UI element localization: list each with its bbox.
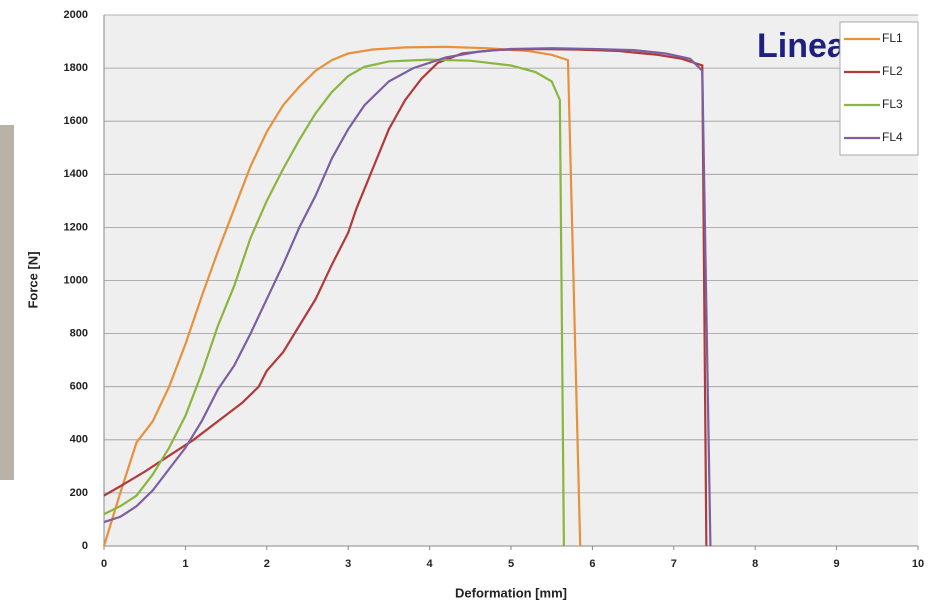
x-tick-label: 2 — [264, 558, 270, 570]
x-tick-label: 3 — [345, 558, 351, 570]
legend-label: FL1 — [882, 31, 903, 45]
legend-label: FL3 — [882, 97, 903, 111]
x-tick-label: 1 — [182, 558, 188, 570]
x-tick-label: 10 — [912, 558, 924, 570]
x-tick-label: 6 — [589, 558, 595, 570]
y-tick-label: 2000 — [64, 9, 88, 21]
x-axis-label: Deformation [mm] — [455, 585, 567, 600]
series-line — [102, 45, 582, 547]
y-axis-label: Force [N] — [25, 251, 40, 308]
x-tick-label: 9 — [834, 558, 840, 570]
photo-fragment — [0, 125, 14, 480]
y-tick-label: 0 — [82, 540, 88, 552]
x-tick-label: 4 — [427, 558, 434, 570]
legend-label: FL2 — [882, 64, 903, 78]
y-tick-label: 200 — [70, 487, 88, 499]
x-tick-label: 0 — [101, 558, 107, 570]
x-tick-label: 5 — [508, 558, 514, 570]
x-tick-label: 8 — [752, 558, 758, 570]
y-tick-label: 1400 — [64, 168, 88, 180]
y-tick-label: 1600 — [64, 115, 88, 127]
series-line — [103, 47, 712, 547]
y-tick-label: 600 — [70, 381, 88, 393]
y-tick-label: 400 — [70, 434, 88, 446]
series-line — [103, 58, 566, 547]
y-tick-label: 800 — [70, 328, 88, 340]
legend-box — [839, 21, 919, 156]
legend-label: FL4 — [882, 130, 903, 144]
x-tick-label: 7 — [671, 558, 677, 570]
y-tick-label: 1800 — [64, 62, 88, 74]
y-tick-label: 1000 — [64, 274, 88, 286]
y-tick-label: 1200 — [64, 221, 88, 233]
